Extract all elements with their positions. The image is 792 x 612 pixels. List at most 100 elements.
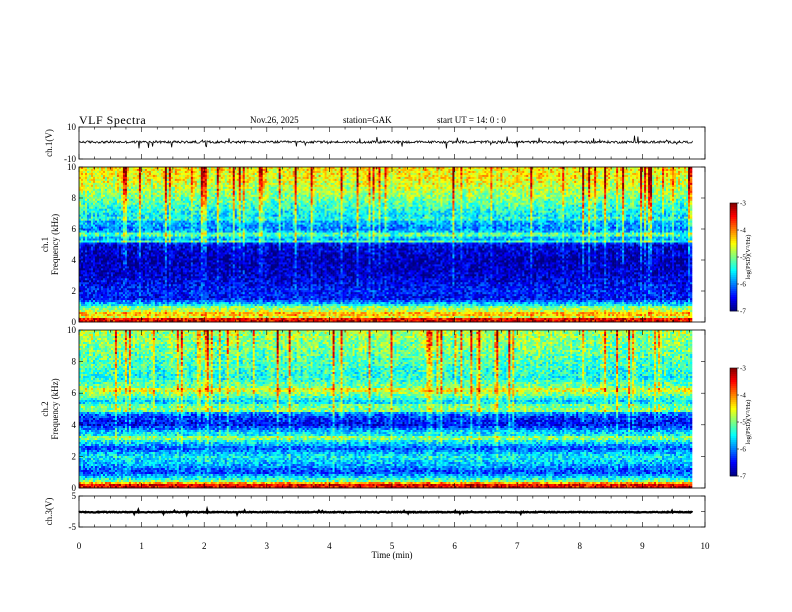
psd-cell: [412, 168, 415, 172]
psd-cell: [168, 194, 172, 198]
psd-cell: [682, 188, 685, 192]
psd-cell: [526, 188, 529, 192]
psd-cell: [566, 196, 569, 200]
psd-cell: [328, 192, 331, 196]
psd-cell: [122, 168, 126, 172]
psd-cell: [614, 167, 617, 170]
psd-cell: [364, 182, 367, 186]
psd-cell: [300, 182, 303, 186]
psd-cell: [92, 174, 96, 178]
psd-cell: [584, 170, 587, 174]
psd-cell: [132, 180, 136, 184]
psd-cell: [522, 178, 525, 182]
psd-cell: [482, 176, 485, 180]
psd-cell: [166, 174, 170, 178]
psd-cell: [562, 168, 565, 172]
psd-cell: [614, 188, 617, 192]
psd-cell: [386, 186, 389, 190]
psd-cell: [504, 172, 507, 176]
psd-cell: [98, 180, 102, 184]
psd-cell: [618, 176, 621, 180]
psd-cell: [220, 168, 224, 172]
psd-cell: [532, 167, 535, 170]
psd-cell: [364, 184, 367, 188]
psd-cell: [606, 188, 609, 192]
psd-cell: [226, 170, 230, 174]
psd-cell: [402, 186, 405, 190]
psd-cell: [146, 178, 150, 182]
psd-cell: [518, 196, 521, 200]
psd-cell: [670, 178, 673, 182]
psd-cell: [248, 194, 252, 198]
psd-cell: [512, 172, 515, 176]
psd-cell: [98, 196, 102, 200]
psd-cell: [590, 192, 593, 196]
psd-cell: [568, 192, 571, 196]
psd-cell: [382, 184, 385, 188]
psd-cell: [148, 172, 152, 176]
psd-cell: [190, 180, 194, 184]
psd-cell: [672, 167, 675, 170]
psd-cell: [390, 192, 393, 196]
psd-cell: [186, 176, 190, 180]
psd-cell: [402, 180, 405, 184]
psd-cell: [616, 186, 619, 190]
psd-cell: [262, 184, 265, 188]
psd-cell: [578, 167, 581, 170]
psd-cell: [146, 168, 150, 172]
psd-cell: [86, 178, 90, 182]
psd-cell: [568, 168, 571, 172]
psd-cell: [112, 176, 116, 180]
psd-cell: [330, 180, 333, 184]
psd-cell: [450, 174, 453, 178]
psd-cell: [532, 190, 535, 194]
psd-cell: [512, 180, 515, 184]
psd-cell: [462, 167, 465, 170]
psd-cell: [540, 167, 543, 170]
psd-cell: [488, 168, 491, 172]
psd-cell: [216, 176, 220, 180]
psd-cell: [288, 172, 291, 176]
psd-cell: [370, 194, 373, 198]
psd-cell: [222, 190, 226, 194]
psd-cell: [336, 190, 339, 194]
psd-cell: [160, 172, 164, 176]
psd-cell: [412, 172, 415, 176]
psd-cell: [580, 194, 583, 198]
psd-cell: [298, 182, 301, 186]
psd-cell: [538, 167, 541, 170]
psd-cell: [324, 168, 327, 172]
psd-cell: [518, 194, 521, 198]
psd-cell: [88, 174, 92, 178]
psd-cell: [188, 184, 192, 188]
psd-cell: [388, 186, 391, 190]
psd-cell: [490, 186, 493, 190]
psd-cell: [322, 180, 325, 184]
psd-cell: [684, 168, 687, 172]
psd-cell: [230, 194, 234, 198]
psd-cell: [180, 167, 184, 170]
psd-cell: [106, 192, 110, 196]
psd-cell: [90, 178, 94, 182]
psd-cell: [480, 172, 483, 176]
psd-cell: [218, 182, 222, 186]
psd-cell: [380, 182, 383, 186]
psd-cell: [508, 170, 511, 174]
psd-cell: [256, 174, 260, 178]
psd-cell: [570, 174, 573, 178]
psd-cell: [622, 180, 625, 184]
psd-cell: [454, 190, 457, 194]
psd-cell: [144, 167, 148, 170]
psd-cell: [476, 174, 479, 178]
psd-cell: [662, 196, 665, 200]
psd-cell: [660, 196, 663, 200]
psd-cell: [172, 192, 176, 196]
psd-cell: [516, 184, 519, 188]
psd-cell: [198, 170, 202, 174]
psd-cell: [102, 174, 106, 178]
psd-cell: [518, 174, 521, 178]
psd-cell: [604, 186, 607, 190]
psd-cell: [388, 188, 391, 192]
psd-cell: [306, 184, 309, 188]
